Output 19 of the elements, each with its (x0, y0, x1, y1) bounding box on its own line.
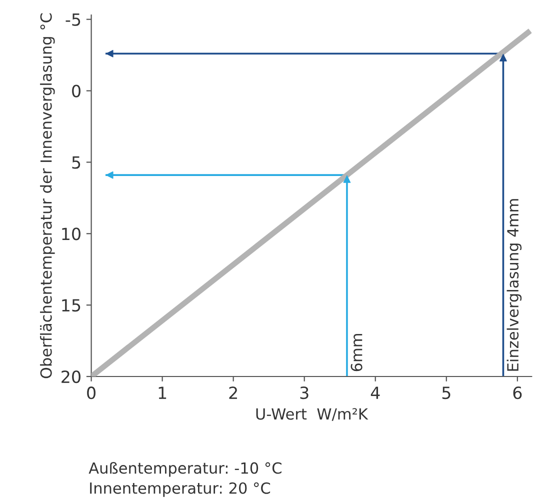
text: Außentemperatur: -10 °C (88, 462, 282, 477)
x-tick-label: 4 (370, 386, 380, 399)
annotation: Einzelverglasung 4mm (506, 199, 522, 371)
x-tick-label: 2 (229, 386, 237, 399)
x-tick-label: 6 (513, 386, 522, 400)
x-tick-label: 0 (87, 386, 96, 400)
y-tick-label: 20 (62, 370, 80, 384)
y-tick-label: 0 (72, 84, 80, 98)
y-tick-label: 15 (62, 299, 80, 312)
text: Innentemperatur: 20 °C (90, 482, 270, 497)
y-tick-label: -5 (66, 14, 80, 26)
annotation: 6mm (350, 334, 362, 372)
x-tick-label: 5 (442, 386, 450, 400)
y-axis-title: Oberflächentemperatur der Innenverglasung °C (40, 13, 55, 378)
y-tick-label: 5 (72, 156, 80, 169)
x-tick-label: 3 (300, 386, 308, 400)
x-tick-label: 1 (158, 386, 166, 399)
x-axis-title: U-Wert W/m²K (256, 408, 368, 421)
y-tick-label: 10 (62, 228, 80, 240)
